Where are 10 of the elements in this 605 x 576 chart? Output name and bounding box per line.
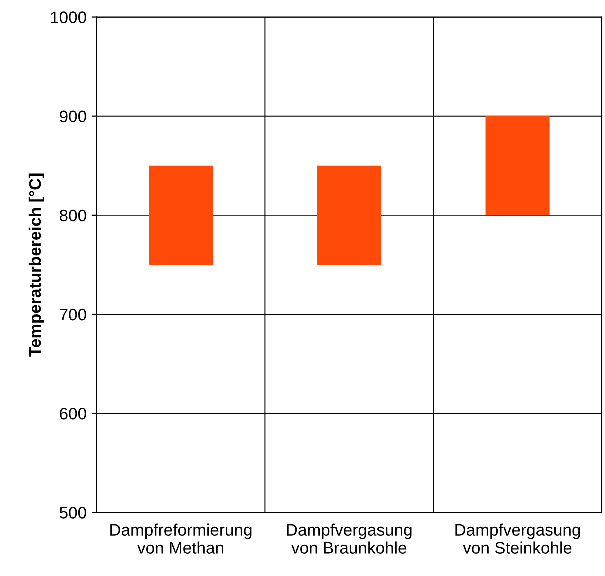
y-tick-label: 700 <box>60 308 86 321</box>
y-tick-label: 1000 <box>51 12 86 24</box>
y-axis-title: Temperaturbereich [°C] <box>28 174 44 357</box>
y-tick-label: 600 <box>60 408 86 420</box>
y-tick-label: 500 <box>60 507 86 519</box>
y-tick-label: 900 <box>60 110 86 123</box>
y-tick-label: 800 <box>60 210 86 222</box>
x-tick-label: Dampfreformierung von Methan <box>110 524 252 554</box>
x-tick-label: Dampfvergasung von Steinkohle <box>456 524 580 554</box>
x-tick-label: Dampfvergasung von Braunkohle <box>287 524 412 554</box>
